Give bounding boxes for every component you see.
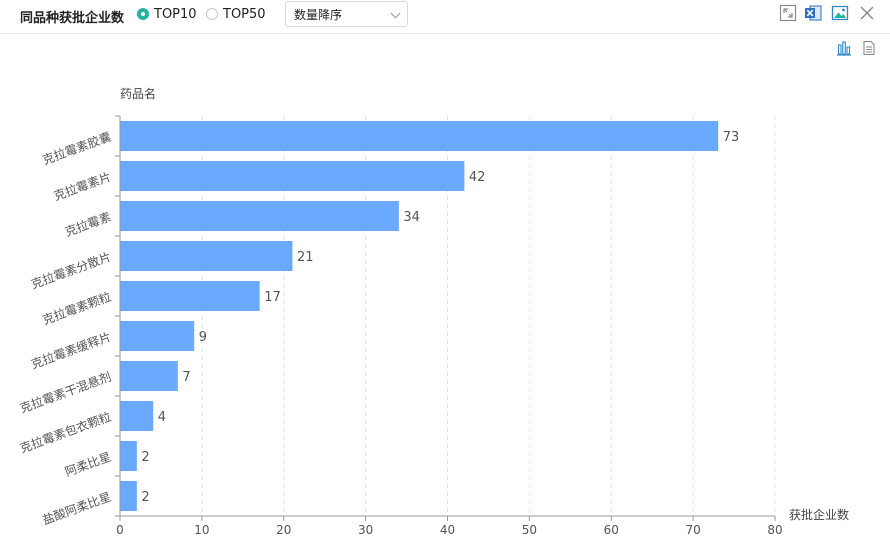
bar-chart-view-icon[interactable] bbox=[836, 40, 852, 56]
x-tick-label: 0 bbox=[116, 523, 124, 537]
data-label: 2 bbox=[141, 450, 149, 465]
data-label: 21 bbox=[297, 250, 314, 265]
chart-title: 同品种获批企业数 bbox=[20, 11, 125, 26]
sort-select-value: 数量降序 bbox=[294, 8, 343, 22]
y-tick-label: 克拉霉素缓释片 bbox=[29, 329, 113, 372]
y-tick-label: 克拉霉素颗粒 bbox=[40, 289, 113, 328]
data-label: 4 bbox=[158, 410, 166, 425]
x-tick-label: 50 bbox=[522, 523, 537, 537]
y-tick-label: 克拉霉素包衣颗粒 bbox=[18, 409, 113, 456]
excel-export-icon[interactable] bbox=[804, 4, 822, 22]
y-axis-title: 药品名 bbox=[120, 86, 156, 101]
x-tick-label: 20 bbox=[276, 523, 291, 537]
radio-top50[interactable]: TOP50 bbox=[206, 6, 266, 22]
bar bbox=[120, 241, 293, 271]
data-label: 7 bbox=[182, 370, 190, 385]
data-view-icon[interactable] bbox=[861, 40, 877, 56]
bar bbox=[120, 441, 137, 471]
data-label: 34 bbox=[403, 210, 420, 225]
bar bbox=[120, 401, 154, 431]
y-tick-label: 克拉霉素分散片 bbox=[29, 249, 113, 292]
radio-selected-icon bbox=[137, 8, 149, 20]
radio-top10-label: TOP10 bbox=[154, 6, 197, 22]
image-export-icon[interactable] bbox=[831, 4, 849, 22]
data-label: 9 bbox=[199, 330, 207, 345]
bar bbox=[120, 121, 719, 151]
bar bbox=[120, 201, 399, 231]
data-label: 73 bbox=[723, 130, 740, 145]
x-tick-label: 70 bbox=[685, 523, 700, 537]
x-tick-label: 60 bbox=[604, 523, 619, 537]
y-tick-label: 阿柔比星 bbox=[63, 450, 113, 480]
radio-top10[interactable]: TOP10 bbox=[137, 6, 197, 22]
x-tick-label: 40 bbox=[440, 523, 455, 537]
close-icon[interactable] bbox=[858, 4, 876, 22]
x-tick-label: 10 bbox=[194, 523, 209, 537]
y-tick-label: 克拉霉素胶囊 bbox=[40, 129, 113, 168]
chart-toolbar: 同品种获批企业数 TOP10 TOP50 数量降序 bbox=[0, 0, 890, 34]
x-tick-label: 30 bbox=[358, 523, 373, 537]
expand-icon[interactable] bbox=[779, 4, 797, 22]
bar bbox=[120, 161, 465, 191]
y-tick-label: 盐酸阿柔比星 bbox=[40, 489, 113, 528]
radio-top50-label: TOP50 bbox=[223, 6, 266, 22]
y-tick-label: 克拉霉素干混悬剂 bbox=[18, 369, 113, 416]
x-axis-title: 获批企业数 bbox=[789, 507, 849, 522]
y-tick-label: 克拉霉素 bbox=[63, 209, 113, 240]
bar bbox=[120, 361, 178, 391]
data-label: 42 bbox=[469, 170, 486, 185]
bar bbox=[120, 481, 137, 511]
y-tick-label: 克拉霉素片 bbox=[51, 169, 113, 204]
data-label: 17 bbox=[264, 290, 281, 305]
radio-unselected-icon bbox=[206, 8, 218, 20]
bar bbox=[120, 321, 195, 351]
data-label: 2 bbox=[141, 490, 149, 505]
bar bbox=[120, 281, 260, 311]
x-tick-label: 80 bbox=[767, 523, 782, 537]
sort-select[interactable]: 数量降序 bbox=[285, 1, 408, 27]
